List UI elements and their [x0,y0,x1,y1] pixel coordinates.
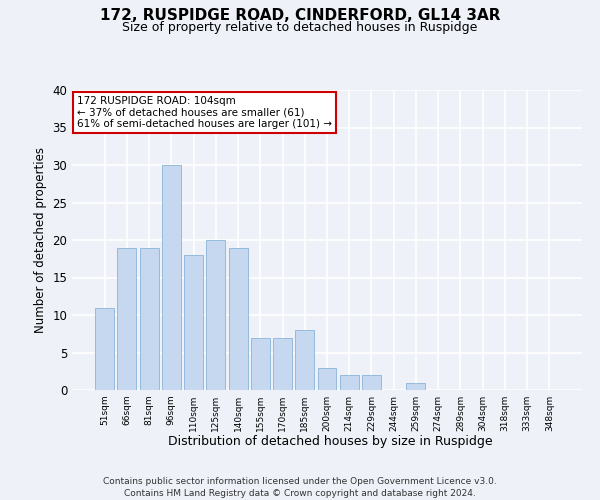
Text: Size of property relative to detached houses in Ruspidge: Size of property relative to detached ho… [122,21,478,34]
Bar [206,240,225,390]
Bar [140,248,158,390]
Text: 172 RUSPIDGE ROAD: 104sqm
← 37% of detached houses are smaller (61)
61% of semi-: 172 RUSPIDGE ROAD: 104sqm ← 37% of detac… [77,96,332,129]
Bar [295,330,314,390]
Bar [95,308,114,390]
Bar [118,248,136,390]
Bar [273,338,292,390]
Bar [340,375,359,390]
Bar [362,375,381,390]
Text: 172, RUSPIDGE ROAD, CINDERFORD, GL14 3AR: 172, RUSPIDGE ROAD, CINDERFORD, GL14 3AR [100,8,500,22]
Text: Distribution of detached houses by size in Ruspidge: Distribution of detached houses by size … [167,435,493,448]
Bar [251,338,270,390]
Bar [229,248,248,390]
Bar [406,382,425,390]
Text: Contains public sector information licensed under the Open Government Licence v3: Contains public sector information licen… [103,477,497,486]
Bar [184,255,203,390]
Bar [162,165,181,390]
Text: Contains HM Land Registry data © Crown copyright and database right 2024.: Contains HM Land Registry data © Crown c… [124,488,476,498]
Bar [317,368,337,390]
Y-axis label: Number of detached properties: Number of detached properties [34,147,47,333]
